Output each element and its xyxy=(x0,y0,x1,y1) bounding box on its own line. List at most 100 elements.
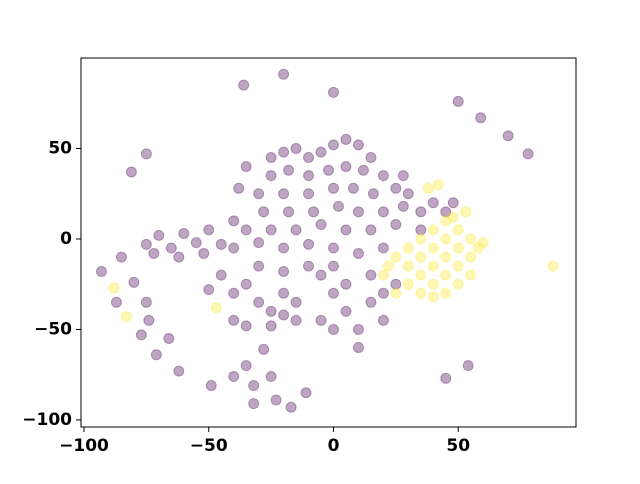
scatter-point xyxy=(240,224,252,236)
scatter-point xyxy=(278,146,290,158)
scatter-point xyxy=(233,182,245,194)
scatter-point xyxy=(402,242,414,254)
scatter-point xyxy=(278,68,290,80)
scatter-point xyxy=(440,251,452,263)
scatter-point xyxy=(447,211,459,223)
scatter-point xyxy=(265,305,277,317)
scatter-point xyxy=(178,228,190,240)
scatter-point xyxy=(340,133,352,145)
scatter-point xyxy=(502,130,514,142)
scatter-point xyxy=(135,329,147,341)
scatter-point xyxy=(427,224,439,236)
scatter-point xyxy=(248,380,260,392)
y-tick-label: −50 xyxy=(34,319,72,339)
scatter-point xyxy=(265,320,277,332)
scatter-point xyxy=(125,166,137,178)
scatter-point xyxy=(390,182,402,194)
scatter-point xyxy=(340,224,352,236)
scatter-point xyxy=(153,229,165,241)
scatter-point xyxy=(290,142,302,154)
scatter-point xyxy=(240,278,252,290)
scatter-point xyxy=(522,148,534,160)
x-tick-label: −50 xyxy=(190,436,228,456)
scatter-point xyxy=(205,380,217,392)
scatter-point xyxy=(415,251,427,263)
scatter-point xyxy=(108,282,120,294)
scatter-point xyxy=(115,251,127,263)
scatter-point xyxy=(377,314,389,326)
scatter-point xyxy=(283,206,295,218)
scatter-point xyxy=(315,146,327,158)
scatter-point xyxy=(427,197,439,209)
scatter-point xyxy=(547,260,559,272)
scatter-point xyxy=(300,387,312,399)
scatter-point xyxy=(327,182,339,194)
scatter-point xyxy=(120,311,132,323)
scatter-point xyxy=(253,260,265,272)
scatter-point xyxy=(367,188,379,200)
scatter-point xyxy=(462,360,474,372)
scatter-point xyxy=(173,365,185,377)
scatter-point xyxy=(327,260,339,272)
scatter-point xyxy=(390,278,402,290)
scatter-point xyxy=(228,287,240,299)
scatter-point xyxy=(452,260,464,272)
scatter-point xyxy=(240,360,252,372)
scatter-point xyxy=(148,247,160,259)
scatter-point xyxy=(95,266,107,278)
scatter-point xyxy=(323,164,334,176)
scatter-point xyxy=(452,224,464,236)
scatter-point xyxy=(465,251,477,263)
scatter-point xyxy=(253,188,265,200)
scatter-point xyxy=(382,260,394,272)
scatter-point xyxy=(340,305,352,317)
scatter-point xyxy=(452,95,464,107)
scatter-point xyxy=(327,287,339,299)
scatter-point xyxy=(432,179,444,191)
scatter-point xyxy=(143,314,155,326)
scatter-point xyxy=(440,233,452,245)
scatter-point xyxy=(377,206,389,218)
scatter-point xyxy=(198,247,210,259)
scatter-point xyxy=(460,206,472,218)
scatter-point xyxy=(440,372,452,384)
scatter-point xyxy=(258,343,270,355)
scatter-point xyxy=(340,161,352,173)
scatter-point xyxy=(472,242,484,254)
scatter-point xyxy=(402,278,414,290)
x-tick-label: 0 xyxy=(328,436,340,456)
scatter-point xyxy=(303,260,315,272)
scatter-point xyxy=(265,170,277,182)
scatter-point xyxy=(278,188,290,200)
scatter-point xyxy=(327,139,339,151)
scatter-point xyxy=(240,161,252,173)
scatter-point xyxy=(352,206,364,218)
scatter-point xyxy=(165,242,177,254)
scatter-point xyxy=(315,269,327,281)
scatter-point xyxy=(357,164,369,176)
scatter-point xyxy=(140,148,152,160)
scatter-point xyxy=(440,206,452,218)
scatter-point xyxy=(308,206,320,218)
scatter-point xyxy=(352,139,364,151)
scatter-point xyxy=(228,314,240,326)
scatter-point xyxy=(352,323,364,335)
scatter-point xyxy=(303,170,315,182)
scatter-point xyxy=(465,233,477,245)
scatter-point xyxy=(303,188,315,200)
scatter-point xyxy=(390,287,402,299)
scatter-point xyxy=(278,287,290,299)
scatter-point xyxy=(465,269,477,281)
scatter-point xyxy=(290,314,302,326)
scatter-point xyxy=(415,233,427,245)
y-tick-label: −100 xyxy=(22,410,72,430)
scatter-point xyxy=(110,296,122,308)
scatter-point xyxy=(253,296,265,308)
scatter-point xyxy=(265,152,277,164)
scatter-point xyxy=(163,333,175,345)
x-tick-label: −100 xyxy=(59,436,109,456)
scatter-point xyxy=(140,296,152,308)
scatter-point xyxy=(365,224,377,236)
scatter-point xyxy=(173,251,185,263)
scatter-point xyxy=(352,247,364,259)
